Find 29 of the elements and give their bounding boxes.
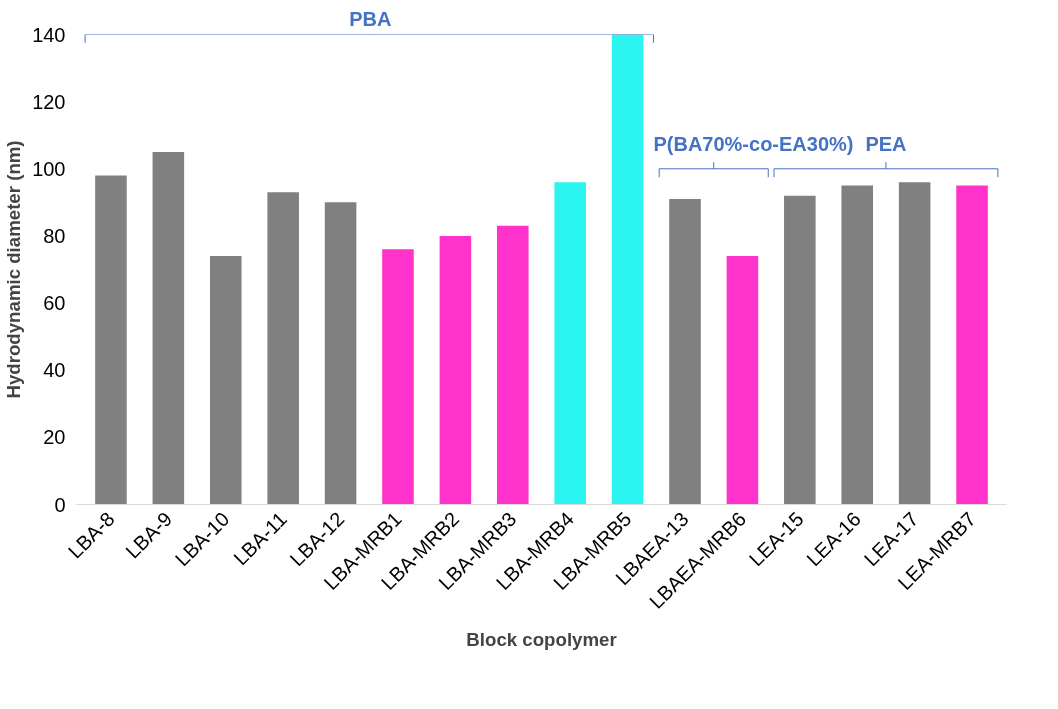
bar: [726, 256, 759, 505]
bar: [95, 175, 127, 505]
bar: [898, 182, 931, 505]
bar: [152, 152, 185, 505]
bar: [439, 235, 472, 505]
y-tick-label: 40: [43, 359, 66, 382]
bar: [841, 185, 874, 505]
y-tick-label: 60: [43, 292, 66, 315]
y-tick-label: 80: [43, 224, 66, 247]
bar: [497, 225, 529, 505]
y-tick-label: 20: [43, 426, 66, 449]
bar: [324, 202, 357, 505]
y-tick-label: 100: [32, 157, 66, 180]
y-tick-label: 140: [32, 23, 66, 46]
annotation: PEA: [865, 133, 907, 156]
bar: [784, 195, 816, 505]
y-tick-label: 0: [54, 493, 66, 516]
bar: [956, 185, 988, 505]
bar: [554, 182, 586, 505]
bar: [209, 256, 242, 505]
annotation: P(BA70%-co-EA30%): [653, 133, 854, 156]
bar: [267, 192, 299, 505]
bar: [611, 34, 644, 505]
text: PBA: [349, 7, 392, 30]
y-tick-label: 120: [32, 90, 66, 113]
bar: [382, 249, 414, 505]
y-axis-title: Hydrodynamic diameter (nm): [3, 140, 25, 399]
bar: [669, 199, 701, 505]
x-axis-title: Block copolymer: [466, 628, 617, 650]
